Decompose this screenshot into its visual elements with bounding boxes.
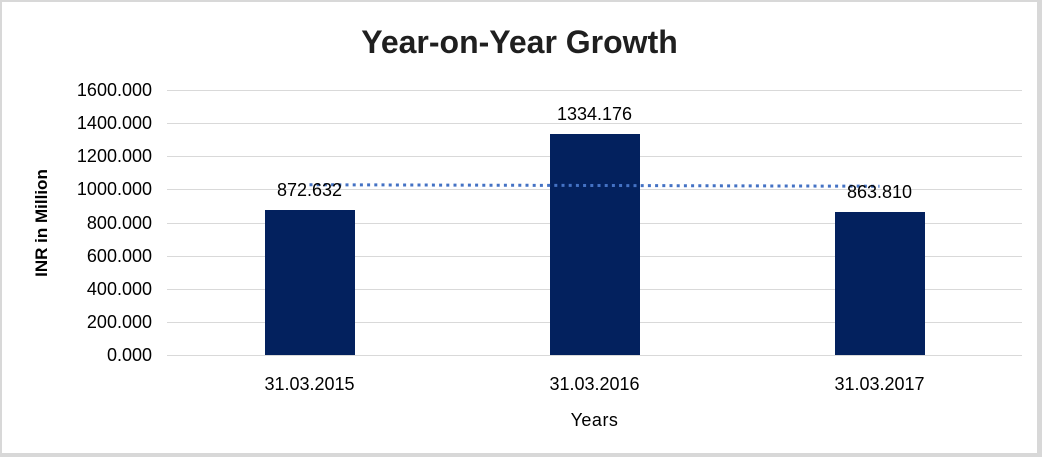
y-tick-label: 1000.000: [76, 179, 152, 200]
y-tick-label: 1200.000: [76, 146, 152, 167]
x-tick-label: 31.03.2016: [549, 374, 640, 394]
bar: [549, 134, 640, 355]
x-tick-label: 31.03.2017: [834, 374, 925, 394]
chart-title: Year-on-Year Growth: [361, 24, 678, 60]
data-label: 863.810: [846, 181, 913, 202]
y-tick-label: 1400.000: [76, 113, 152, 134]
x-tick-label: 31.03.2015: [264, 374, 355, 394]
y-tick-label: 400.000: [86, 278, 152, 299]
y-tick-label: 1600.000: [76, 80, 152, 100]
gridline: [167, 123, 1022, 125]
y-tick-label: 0.000: [106, 345, 152, 365]
bar: [264, 210, 355, 355]
data-label: 872.632: [276, 180, 343, 201]
gridline: [167, 355, 1022, 356]
y-tick-label: 600.000: [86, 245, 152, 266]
bar: [834, 211, 925, 355]
y-tick-label: 800.000: [86, 212, 152, 233]
gridline: [167, 90, 1022, 91]
y-tick-label: 200.000: [86, 311, 152, 332]
x-axis-title: Years: [570, 410, 619, 430]
data-label: 1334.176: [556, 104, 633, 125]
